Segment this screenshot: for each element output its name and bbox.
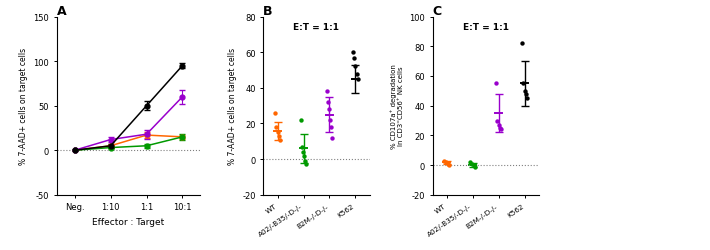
Point [518,82,529,86]
Y-axis label: % 7-AAD+ cells on target cells: % 7-AAD+ cells on target cells [19,48,28,164]
Point [492,119,503,123]
Point [522,97,533,101]
Point [347,51,359,55]
Point [444,164,455,168]
Point [491,82,502,86]
Point [273,134,285,138]
Point [295,118,307,122]
Point [272,131,283,135]
Point [327,136,338,140]
Point [351,72,362,76]
Point [271,126,282,130]
Text: C: C [432,4,442,18]
Point [324,118,336,122]
X-axis label: Effector : Target: Effector : Target [92,217,165,226]
Point [300,163,312,167]
Point [325,126,337,130]
Legend: WT (half-match), A02/-B35/-D-/- (match), A-/03B-/44D-/- (unmatch), 3rd party PBM: WT (half-match), A02/-B35/-D-/- (match),… [600,82,710,130]
Text: E:T = 1:1: E:T = 1:1 [293,23,339,32]
Point [269,111,280,115]
Point [275,138,286,142]
Text: E:T = 1:1: E:T = 1:1 [463,23,509,32]
Point [300,159,311,163]
Point [323,108,334,112]
Point [470,165,481,169]
Point [440,160,452,164]
Point [442,162,454,166]
Point [520,92,532,96]
Point [321,90,332,94]
Point [494,126,506,130]
Point [352,78,364,82]
Y-axis label: % 7-AAD+ cells on target cells: % 7-AAD+ cells on target cells [228,48,236,164]
Point [468,164,479,168]
Y-axis label: % CD107a⁺ degradation
In CD3⁼CD56⁺ NK cells: % CD107a⁺ degradation In CD3⁼CD56⁺ NK ce… [390,64,403,148]
Point [493,124,504,128]
Point [296,145,307,149]
Point [439,159,450,163]
Point [350,65,361,69]
Point [297,150,309,154]
Point [466,162,478,166]
Point [349,56,360,60]
Point [496,128,507,132]
Point [516,42,528,46]
Point [519,90,530,94]
Text: A: A [57,4,67,18]
Text: B: B [263,4,273,18]
Point [298,154,310,158]
Point [464,160,476,164]
Point [322,101,334,105]
